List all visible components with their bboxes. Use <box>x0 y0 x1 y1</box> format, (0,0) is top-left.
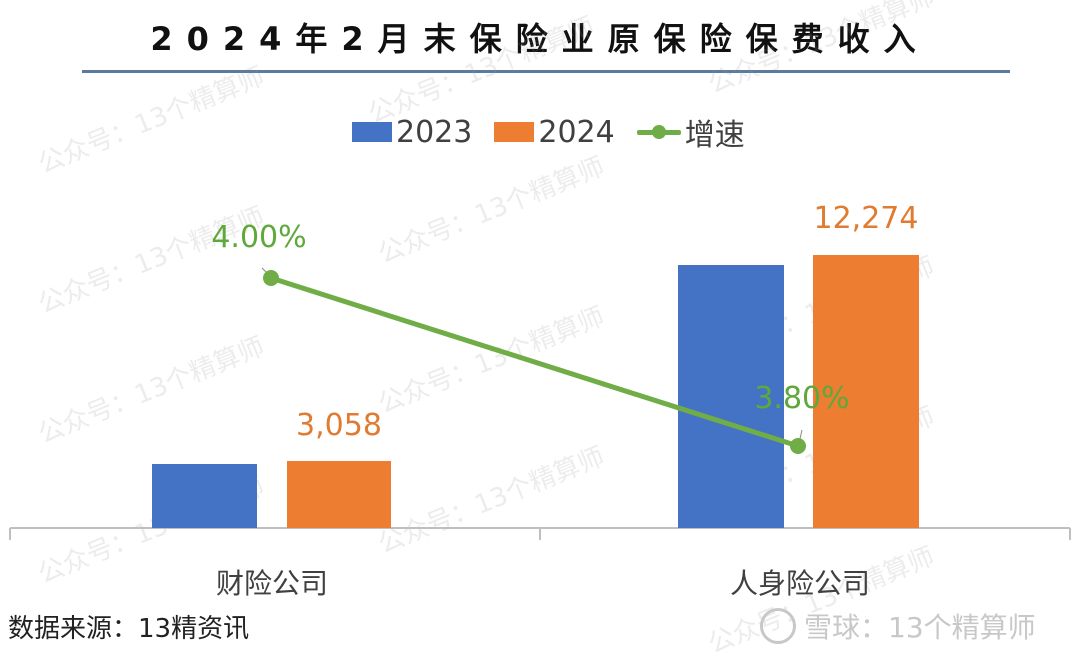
bar-property-2023[interactable] <box>152 464 257 528</box>
data-label-property-2024: 3,058 <box>296 408 382 443</box>
line-marker-icon <box>636 122 681 142</box>
category-label-property: 财险公司 <box>215 567 328 600</box>
bar-property-2024[interactable] <box>287 461 391 528</box>
brand-watermark-text: 雪球：13个精算师 <box>804 611 1036 644</box>
data-label-property-growth: 4.00% <box>211 220 306 255</box>
legend-item-2023[interactable]: 2023 <box>352 115 472 150</box>
category-label-life: 人身险公司 <box>729 567 870 600</box>
bar-swatch-icon <box>352 122 392 142</box>
brand-watermark: 雪球：13个精算师 <box>760 606 1036 646</box>
legend-label: 2024 <box>538 114 615 150</box>
legend-label: 增速 <box>684 118 745 153</box>
data-label-life-2024: 12,274 <box>814 201 919 236</box>
chart-title: 2024年2月末保险业原保险保费收入 <box>150 20 930 58</box>
growth-point-property[interactable] <box>263 270 279 286</box>
legend: 2023 2024 增速 <box>352 110 767 154</box>
bar-life-2023[interactable] <box>678 265 784 528</box>
snowball-logo-icon <box>760 608 796 644</box>
legend-item-growth[interactable]: 增速 <box>636 110 745 154</box>
growth-line <box>270 275 799 449</box>
growth-point-life[interactable] <box>790 438 806 454</box>
bar-life-2024[interactable] <box>813 255 919 528</box>
bar-swatch-icon <box>494 122 535 142</box>
title-divider <box>82 70 1010 73</box>
legend-label: 2023 <box>396 114 473 150</box>
data-source-note: 数据来源：13精资讯 <box>8 614 250 644</box>
legend-item-2024[interactable]: 2024 <box>494 114 615 150</box>
data-label-life-growth: 3.80% <box>754 381 849 416</box>
